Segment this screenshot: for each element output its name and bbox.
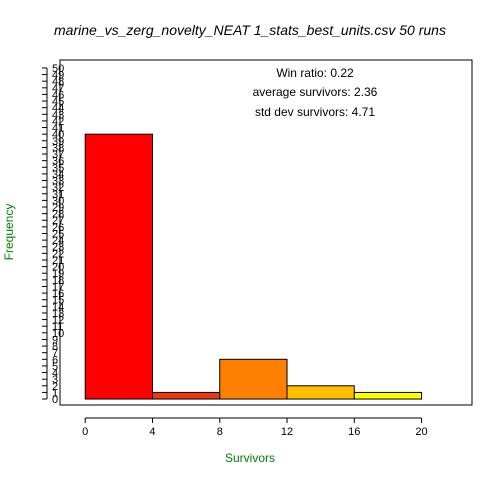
x-tick-label-0: 0 xyxy=(82,426,88,438)
y-tick-label-26: 26 xyxy=(52,222,64,234)
y-tick-label-37: 37 xyxy=(52,149,64,161)
y-tick-label-7: 7 xyxy=(52,348,58,360)
y-tick-label-19: 19 xyxy=(52,268,64,280)
y-tick-label-20: 20 xyxy=(52,262,64,274)
y-tick-label-9: 9 xyxy=(52,334,58,346)
histogram-bar-2 xyxy=(219,358,288,400)
y-tick-label-47: 47 xyxy=(52,83,64,95)
histogram-bar-4 xyxy=(353,391,423,400)
y-tick-label-32: 32 xyxy=(52,182,64,194)
y-tick-label-35: 35 xyxy=(52,162,64,174)
y-tick-label-39: 39 xyxy=(52,136,64,148)
y-tick-label-12: 12 xyxy=(52,315,64,327)
y-tick-label-40: 40 xyxy=(52,129,64,141)
y-tick-label-2: 2 xyxy=(52,381,58,393)
y-tick-label-22: 22 xyxy=(52,248,64,260)
histogram-bar-1 xyxy=(151,391,221,400)
x-tick-label-4: 4 xyxy=(149,426,155,438)
x-tick-label-8: 8 xyxy=(217,426,223,438)
y-tick-label-49: 49 xyxy=(52,70,64,82)
y-tick-label-8: 8 xyxy=(52,341,58,353)
y-tick-label-31: 31 xyxy=(52,189,64,201)
y-tick-label-27: 27 xyxy=(52,215,64,227)
y-tick-label-36: 36 xyxy=(52,156,64,168)
annotation-average-survivors: average survivors: 2.36 xyxy=(252,85,378,99)
histogram-bar-3 xyxy=(286,385,355,400)
y-tick-label-45: 45 xyxy=(52,96,64,108)
y-tick-label-28: 28 xyxy=(52,209,64,221)
y-tick-label-50: 50 xyxy=(52,63,64,75)
x-axis-label: Survivors xyxy=(224,451,275,465)
y-tick-label-3: 3 xyxy=(52,374,58,386)
y-tick-label-11: 11 xyxy=(52,321,63,333)
y-tick-label-16: 16 xyxy=(52,288,64,300)
y-tick-label-25: 25 xyxy=(52,228,64,240)
x-tick-label-20: 20 xyxy=(415,426,427,438)
y-tick-label-4: 4 xyxy=(52,368,58,380)
y-tick-label-44: 44 xyxy=(52,103,64,115)
y-tick-label-38: 38 xyxy=(52,142,64,154)
y-tick-label-6: 6 xyxy=(52,354,58,366)
histogram-bar-0 xyxy=(84,133,153,400)
y-tick-label-34: 34 xyxy=(52,169,64,181)
annotation-win-ratio: Win ratio: 0.22 xyxy=(276,66,354,80)
y-tick-label-17: 17 xyxy=(52,281,64,293)
y-tick-label-13: 13 xyxy=(52,308,64,320)
y-tick-label-15: 15 xyxy=(52,295,64,307)
y-tick-label-42: 42 xyxy=(52,116,64,128)
x-tick-label-16: 16 xyxy=(348,426,360,438)
annotation-std-dev-survivors: std dev survivors: 4.71 xyxy=(254,105,376,119)
y-tick-label-1: 1 xyxy=(52,387,58,399)
y-tick-label-10: 10 xyxy=(52,328,64,340)
y-tick-label-24: 24 xyxy=(52,235,64,247)
x-tick-label-12: 12 xyxy=(281,426,293,438)
y-tick-label-21: 21 xyxy=(52,255,64,267)
y-tick-label-48: 48 xyxy=(52,76,64,88)
y-tick-label-33: 33 xyxy=(52,176,64,188)
y-tick-label-29: 29 xyxy=(52,202,64,214)
y-tick-label-0: 0 xyxy=(52,394,58,406)
y-axis-label: Frequency xyxy=(2,203,16,261)
y-tick-label-18: 18 xyxy=(52,275,64,287)
plot-frame xyxy=(59,59,473,406)
y-tick-label-14: 14 xyxy=(52,301,64,313)
y-tick-label-30: 30 xyxy=(52,195,64,207)
y-tick-label-41: 41 xyxy=(52,123,64,135)
y-tick-label-5: 5 xyxy=(52,361,58,373)
y-tick-label-46: 46 xyxy=(52,89,64,101)
y-tick-label-43: 43 xyxy=(52,109,64,121)
chart-title: marine_vs_zerg_novelty_NEAT 1_stats_best… xyxy=(54,22,446,38)
y-tick-label-23: 23 xyxy=(52,242,64,254)
